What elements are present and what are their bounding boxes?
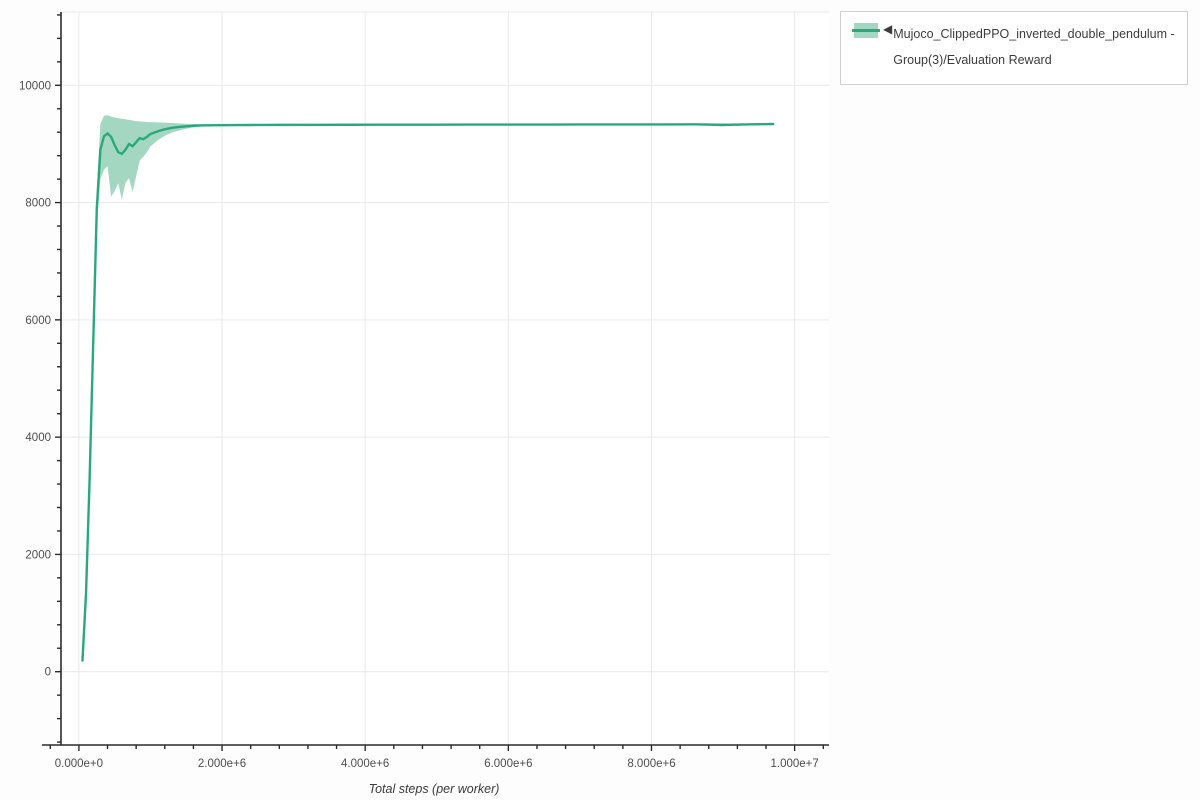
y-axis-ticks (55, 14, 61, 743)
left-triangle-icon: ◀ (883, 22, 893, 36)
x-gridlines (78, 12, 796, 745)
legend-entry-label: Mujoco_ClippedPPO_inverted_double_pendul… (893, 27, 1175, 67)
svg-text:6000: 6000 (25, 315, 51, 327)
plot-background (61, 12, 829, 745)
y-gridlines (61, 11, 829, 673)
x-axis-title: Total steps (per worker) (369, 782, 500, 796)
svg-text:2.000e+6: 2.000e+6 (198, 758, 246, 770)
svg-text:4000: 4000 (25, 432, 51, 444)
x-axis-ticks (49, 745, 824, 751)
x-axis-tick-labels: 0.000e+0 2.000e+6 4.000e+6 6.000e+6 8.000e+6… (55, 758, 819, 770)
svg-text:6.000e+6: 6.000e+6 (484, 758, 532, 770)
reward-line (81, 122, 775, 662)
svg-text:10000: 10000 (19, 80, 51, 92)
legend-color-swatch (852, 23, 880, 38)
svg-text:8.000e+6: 8.000e+6 (627, 758, 675, 770)
chart-legend[interactable]: ◀ Mujoco_ClippedPPO_inverted_double_pend… (840, 11, 1188, 85)
legend-entry[interactable]: ◀ Mujoco_ClippedPPO_inverted_double_pend… (852, 21, 1176, 73)
svg-text:2000: 2000 (25, 549, 51, 561)
svg-text:1.000e+7: 1.000e+7 (770, 758, 818, 770)
svg-text:8000: 8000 (25, 198, 51, 210)
svg-text:4.000e+6: 4.000e+6 (341, 758, 389, 770)
legend-line-swatch (852, 29, 880, 32)
svg-text:0.000e+0: 0.000e+0 (55, 758, 103, 770)
y-axis-tick-labels: 0 2000 4000 6000 8000 10000 (19, 80, 51, 678)
svg-text:0: 0 (45, 667, 51, 679)
